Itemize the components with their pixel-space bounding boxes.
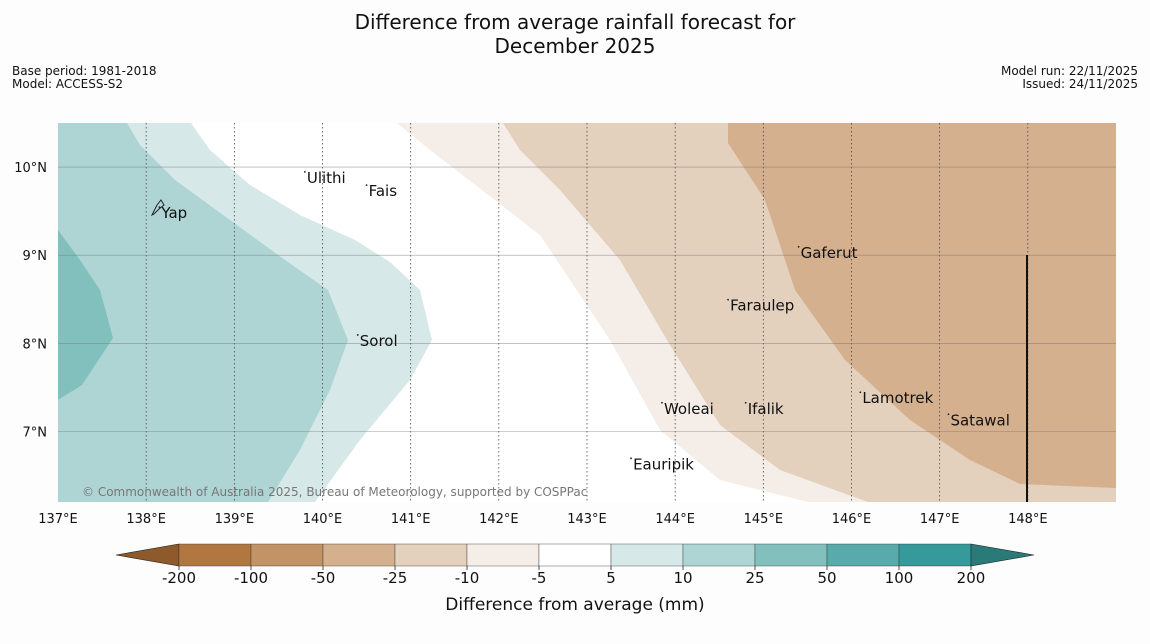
lon-tick-label: 143°E — [567, 512, 607, 527]
longitude-ticks: 137°E 138°E 139°E 140°E 141°E 142°E 143°E 144°E… — [38, 512, 1047, 527]
contour-10-to-25 — [58, 123, 348, 502]
colorbar-tick-label: 50 — [817, 569, 836, 587]
lon-tick-label: 139°E — [215, 512, 255, 527]
place-label: Eauripik — [633, 455, 694, 473]
place-marker — [158, 206, 161, 209]
lon-tick-label: 138°E — [126, 512, 166, 527]
colorbar-label: Difference from average (mm) — [445, 595, 704, 615]
lon-tick-label: 147°E — [920, 512, 960, 527]
colorbar-tick-label: -10 — [455, 569, 480, 587]
colorbar-swatch — [898, 543, 972, 567]
colorbar-extend-high — [970, 543, 1035, 567]
colorbar-tick-label: 10 — [673, 569, 692, 587]
place-marker — [744, 401, 747, 404]
colorbar-tick-label: -200 — [162, 569, 196, 587]
colorbar-swatch — [178, 543, 252, 567]
place-label: Ifalik — [748, 400, 784, 418]
place-label: Yap — [160, 204, 187, 222]
place-marker — [630, 457, 632, 460]
lat-tick-label: 10°N — [14, 161, 47, 176]
colorbar-swatch — [754, 543, 828, 567]
place-label: Ulithi — [307, 169, 346, 187]
place-marker — [356, 334, 359, 336]
colorbar-swatch — [538, 543, 612, 567]
lat-tick-label: 7°N — [23, 425, 48, 440]
lon-tick-label: 137°E — [38, 512, 78, 527]
colorbar-tick-label: -50 — [311, 569, 336, 587]
place-marker — [365, 184, 368, 187]
contour-25-to-50 — [58, 230, 113, 400]
colorbar-swatch — [322, 543, 396, 567]
lat-tick-label: 8°N — [23, 337, 48, 352]
place-label: Lamotrek — [862, 389, 933, 407]
place-marker — [797, 245, 800, 248]
colorbar-extend-low — [115, 543, 180, 567]
model-text: Model: ACCESS-S2 — [12, 77, 124, 91]
model-run-text: Model run: 22/11/2025 — [1000, 64, 1138, 78]
colorbar-tick-label: -100 — [234, 569, 268, 587]
place-marker — [859, 391, 862, 394]
colorbar-swatch — [394, 543, 468, 567]
latitude-ticks: 10°N 9°N 8°N 7°N — [14, 161, 47, 440]
place-label: Fais — [369, 182, 398, 200]
place-marker — [303, 170, 306, 173]
lon-tick-label: 142°E — [479, 512, 519, 527]
place-marker — [947, 413, 950, 416]
colorbar-swatch — [826, 543, 900, 567]
lat-tick-label: 9°N — [23, 249, 48, 264]
yap-island-outline — [150, 199, 165, 217]
place-label: Woleai — [664, 400, 714, 418]
colorbar-swatch — [466, 543, 540, 567]
lon-tick-label: 144°E — [655, 512, 695, 527]
lon-tick-label: 146°E — [832, 512, 872, 527]
place-label: Faraulep — [730, 297, 794, 315]
title-line-1: Difference from average rainfall forecas… — [354, 10, 796, 34]
colorbar-swatch — [610, 543, 684, 567]
colorbar-tick-label: 5 — [606, 569, 616, 587]
colorbar-swatch — [682, 543, 756, 567]
place-marker — [661, 401, 663, 404]
place-label: Gaferut — [801, 244, 858, 262]
colorbar-tick-label: -5 — [532, 569, 547, 587]
place-label: Satawal — [950, 411, 1009, 429]
copyright-text: © Commonwealth of Australia 2025, Bureau… — [82, 485, 587, 499]
place-marker — [727, 298, 729, 301]
lon-tick-label: 148°E — [1008, 512, 1048, 527]
colorbar-tick-label: 25 — [745, 569, 764, 587]
colorbar: -200 -100 -50 -25 -10 -5 5 10 25 50 100 200 — [115, 543, 1035, 587]
map-panel — [58, 123, 1116, 502]
lon-tick-label: 141°E — [391, 512, 431, 527]
title-line-2: December 2025 — [494, 34, 656, 58]
lon-tick-label: 140°E — [303, 512, 343, 527]
colorbar-tick-label: -25 — [383, 569, 408, 587]
colorbar-tick-label: 200 — [957, 569, 986, 587]
contour-minus25-to-minus50 — [728, 123, 1116, 488]
colorbar-swatch — [250, 543, 324, 567]
place-label: Sorol — [360, 332, 398, 350]
places-layer: Ulithi Fais Yap Gaferut Faraulep Sorol Lamotre… — [158, 169, 1010, 473]
base-period-text: Base period: 1981-2018 — [12, 64, 157, 78]
gridlines — [58, 123, 1116, 502]
issued-text: Issued: 24/11/2025 — [1022, 77, 1138, 91]
colorbar-tick-label: 100 — [885, 569, 914, 587]
lon-tick-label: 145°E — [744, 512, 784, 527]
